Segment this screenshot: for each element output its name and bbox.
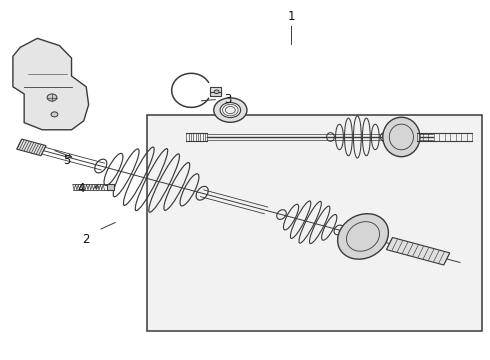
Text: 3: 3 xyxy=(224,93,232,106)
Bar xyxy=(147,116,482,330)
Ellipse shape xyxy=(338,214,389,259)
Polygon shape xyxy=(13,39,89,130)
Ellipse shape xyxy=(51,112,58,117)
Bar xyxy=(210,92,220,96)
Ellipse shape xyxy=(214,98,247,122)
Polygon shape xyxy=(387,238,450,265)
Text: 5: 5 xyxy=(63,154,71,167)
Text: 4: 4 xyxy=(77,183,85,195)
Ellipse shape xyxy=(214,90,219,94)
Bar xyxy=(107,184,114,190)
Text: 1: 1 xyxy=(288,10,295,23)
Bar xyxy=(210,87,220,94)
Ellipse shape xyxy=(383,117,420,157)
Ellipse shape xyxy=(47,94,57,101)
Ellipse shape xyxy=(220,103,241,118)
Polygon shape xyxy=(17,139,46,156)
Text: 2: 2 xyxy=(82,233,90,246)
